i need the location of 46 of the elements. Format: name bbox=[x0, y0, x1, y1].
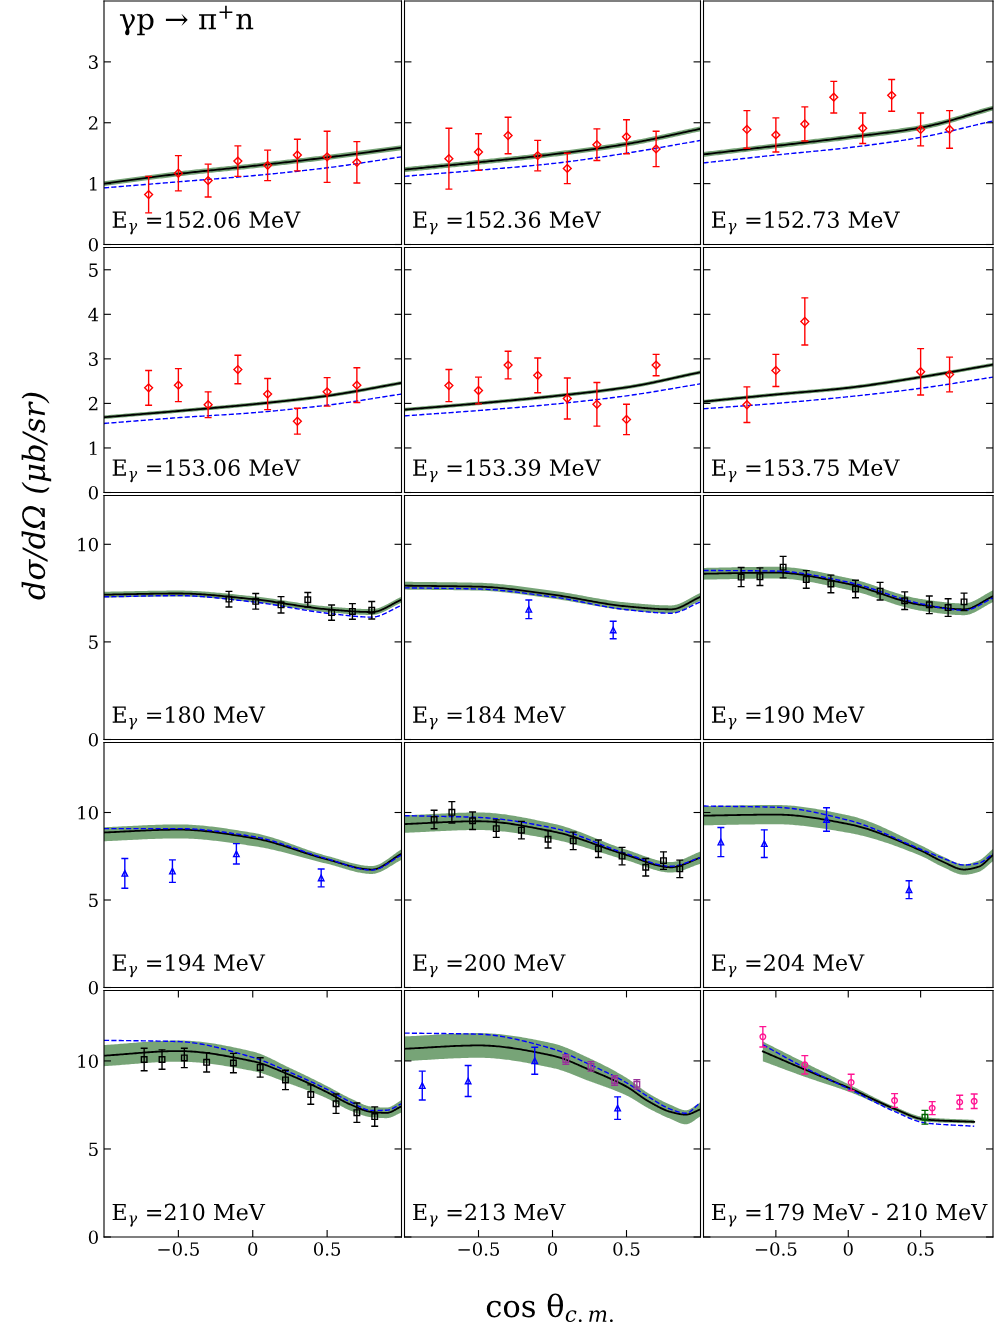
annotation: E$_{γ}$ =213 MeV bbox=[413, 1203, 566, 1227]
y-tick-label: 2 bbox=[88, 116, 98, 130]
y-tick-label: 0 bbox=[88, 237, 98, 252]
annotation: E$_{γ}$ =204 MeV bbox=[711, 954, 865, 978]
x-tick-label: −0.5 bbox=[158, 1242, 199, 1256]
x-tick-label: 0.5 bbox=[613, 1242, 640, 1256]
annotation: E$_{γ}$ =184 MeV bbox=[413, 706, 566, 730]
chart-title: γp → π$^{+}$n bbox=[119, 5, 254, 36]
y-tick-label: 2 bbox=[88, 396, 98, 411]
annotation: E$_{γ}$ =200 MeV bbox=[413, 954, 566, 978]
y-tick-label: 1 bbox=[89, 177, 97, 191]
y-tick-label: 3 bbox=[89, 352, 98, 366]
y-tick-label: 3 bbox=[89, 55, 98, 69]
annotation: E$_{γ}$ =153.06 MeV bbox=[112, 459, 301, 483]
y-tick-label: 5 bbox=[89, 1142, 98, 1157]
y-tick-label: 5 bbox=[89, 263, 98, 277]
y-tick-label: 10 bbox=[78, 537, 98, 552]
y-axis-title: dσ/dΩ (μb/sr) bbox=[21, 392, 52, 600]
annotation: E$_{γ}$ =152.36 MeV bbox=[413, 211, 601, 235]
annotation: E$_{γ}$ =190 MeV bbox=[711, 706, 865, 730]
y-tick-label: 4 bbox=[88, 307, 99, 322]
annotation: E$_{γ}$ =152.06 MeV bbox=[112, 211, 301, 235]
x-axis-title: cos θ$_{c.m.}$ bbox=[486, 1293, 613, 1323]
x-tick-label: −0.5 bbox=[755, 1242, 797, 1256]
y-tick-label: 0 bbox=[88, 1230, 98, 1245]
annotation: E$_{γ}$ =153.39 MeV bbox=[413, 459, 601, 483]
annotation: E$_{γ}$ =180 MeV bbox=[112, 706, 266, 730]
y-tick-label: 5 bbox=[89, 893, 98, 908]
x-tick-label: 0 bbox=[843, 1242, 853, 1256]
annotation: E$_{γ}$ =210 MeV bbox=[112, 1203, 266, 1227]
annotation: E$_{γ}$ =194 MeV bbox=[112, 954, 266, 978]
x-tick-label: 0.5 bbox=[907, 1242, 934, 1256]
annotation: E$_{γ}$ =179 MeV - 210 MeV bbox=[711, 1203, 988, 1227]
x-tick-label: 0 bbox=[547, 1242, 558, 1256]
y-tick-label: 5 bbox=[89, 635, 98, 650]
y-tick-label: 10 bbox=[78, 805, 98, 820]
x-tick-label: −0.5 bbox=[458, 1242, 500, 1256]
y-tick-label: 0 bbox=[88, 485, 98, 500]
y-tick-label: 0 bbox=[88, 980, 98, 995]
y-tick-label: 0 bbox=[88, 732, 98, 747]
annotation: E$_{γ}$ =153.75 MeV bbox=[711, 459, 900, 483]
y-tick-label: 1 bbox=[89, 441, 97, 455]
annotation: E$_{γ}$ =152.73 MeV bbox=[711, 211, 900, 235]
x-tick-label: 0 bbox=[248, 1242, 258, 1256]
x-tick-label: 0.5 bbox=[313, 1242, 341, 1256]
y-tick-label: 10 bbox=[78, 1054, 98, 1069]
